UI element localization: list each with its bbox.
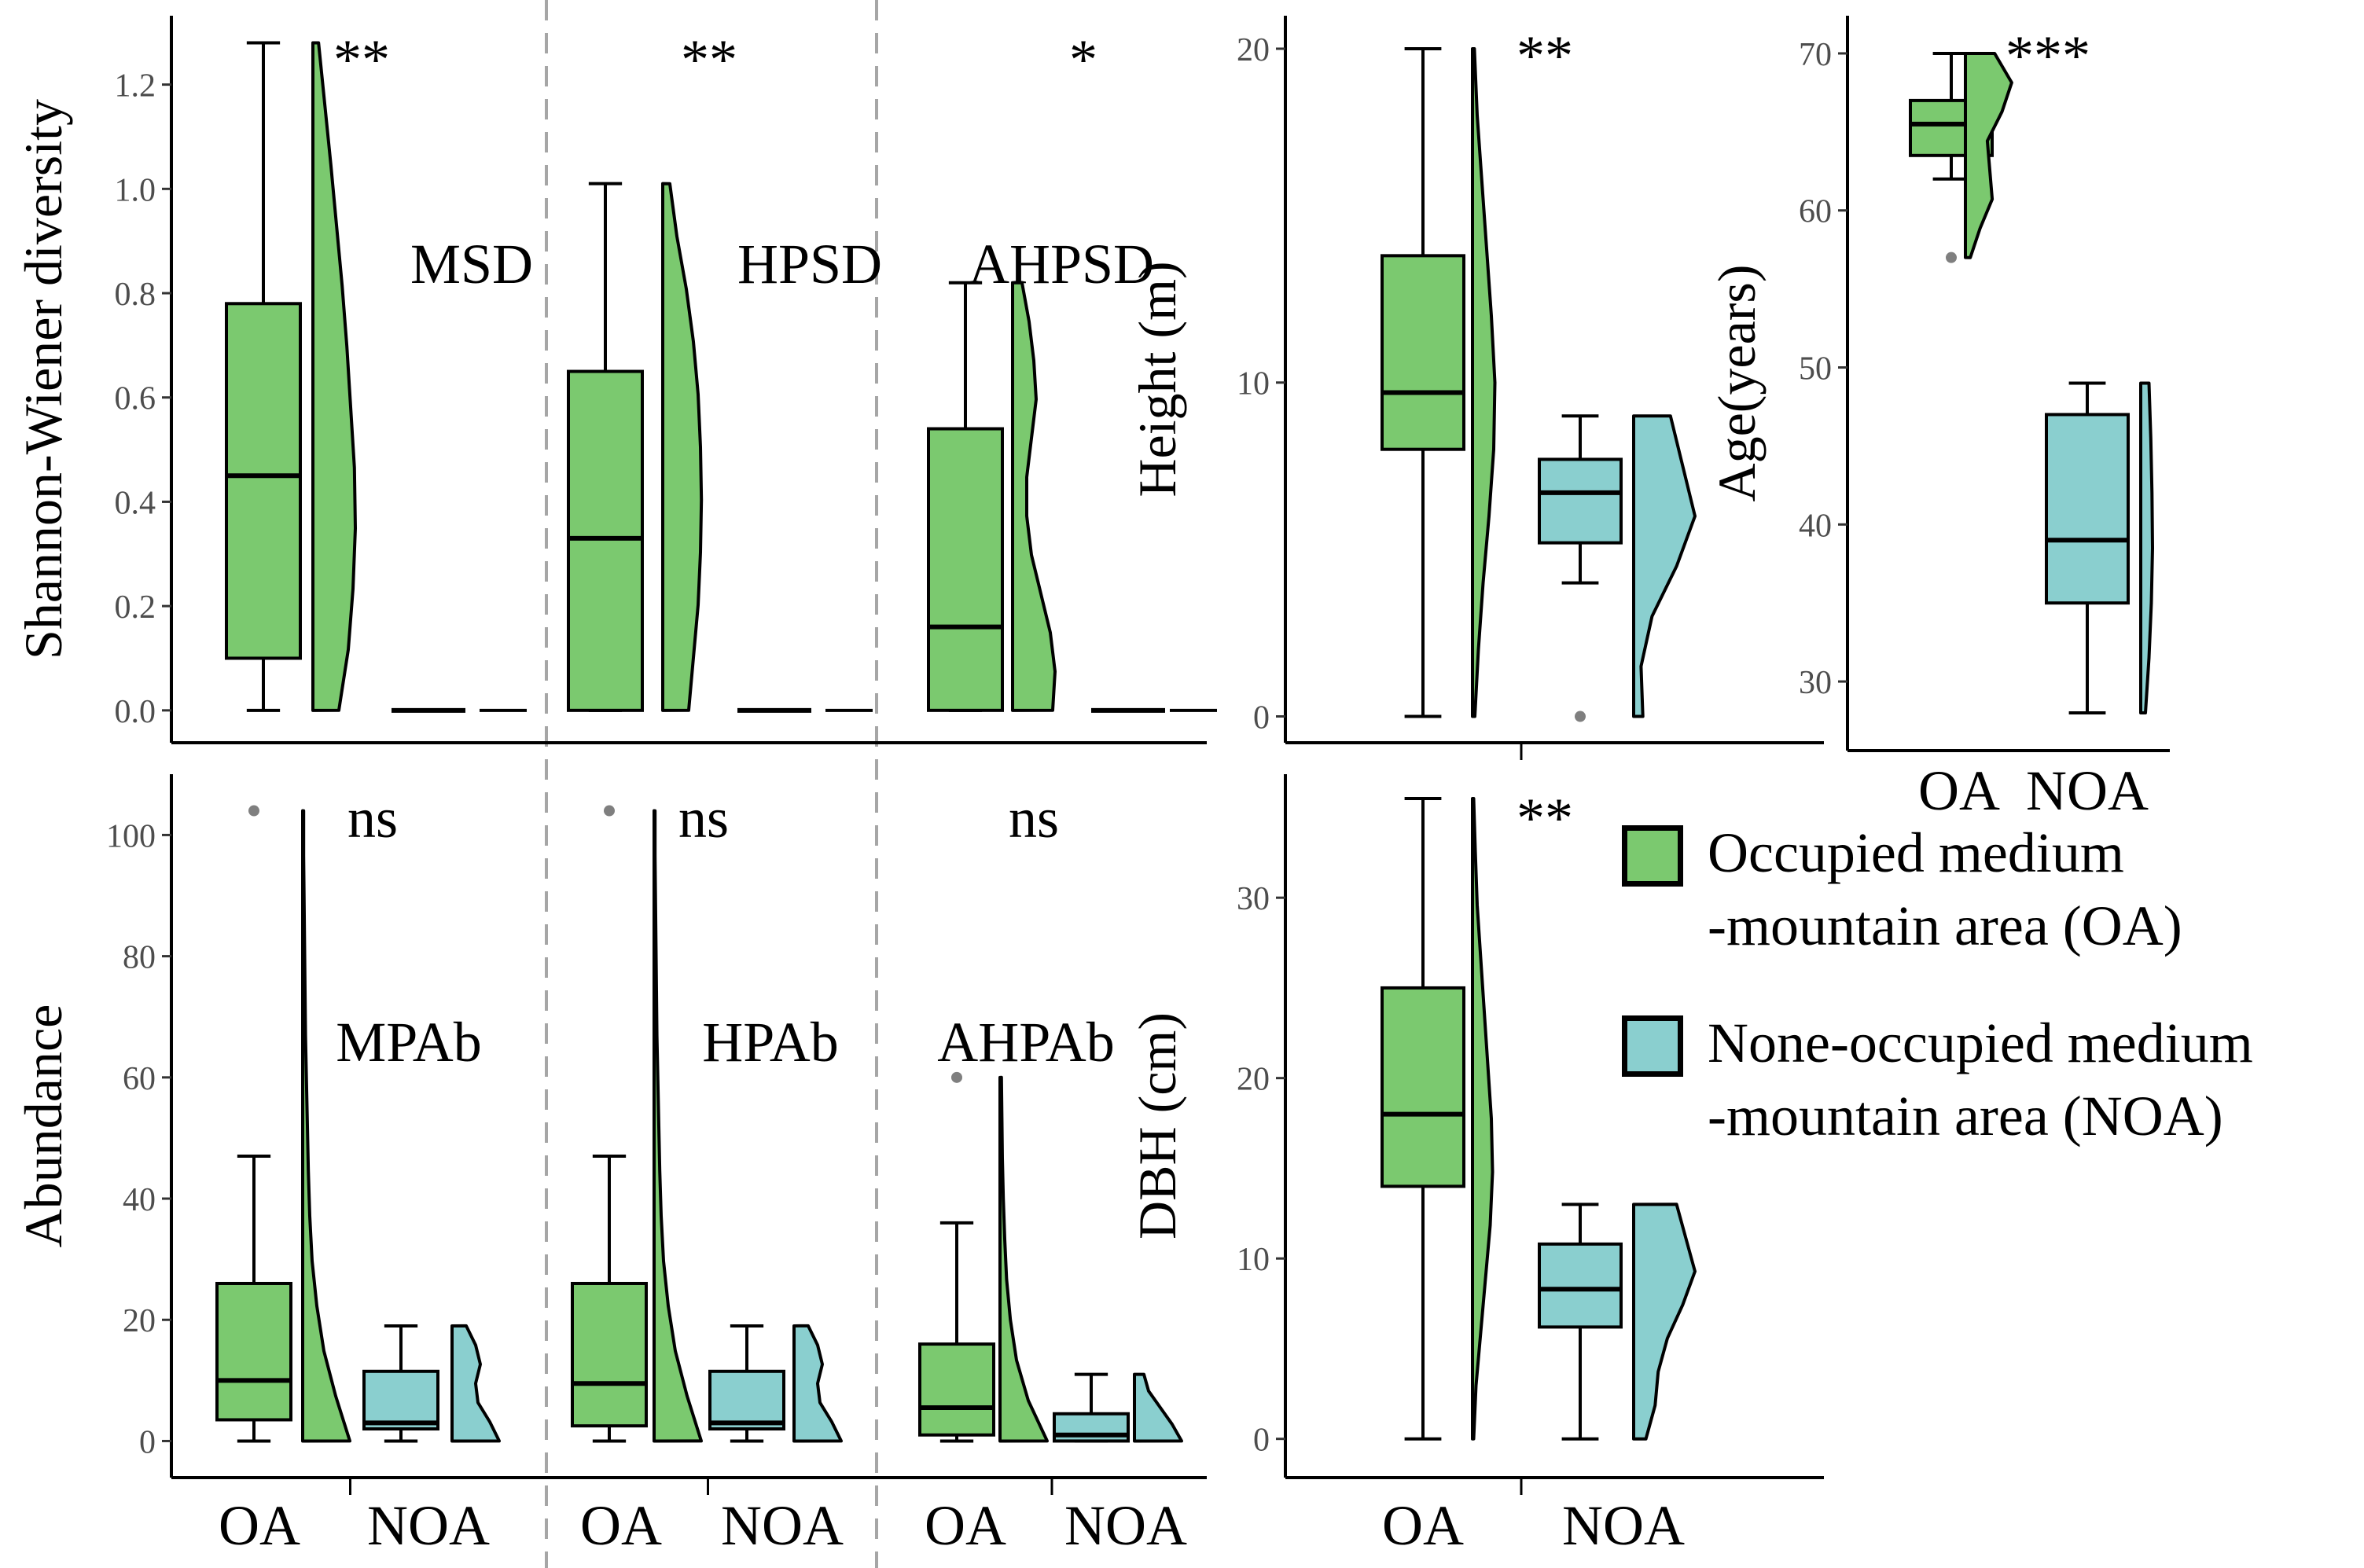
abundance-hpab-noa-violin xyxy=(792,1324,843,1443)
dbh-significance: ** xyxy=(1517,787,1573,850)
diversity-ylabel: Shannon-Wiener diversity xyxy=(13,99,73,659)
abundance-ahpab-label: AHPAb xyxy=(937,1011,1114,1074)
dbh-noa-violin xyxy=(1632,1203,1697,1441)
height-ylabel: Height (m) xyxy=(1127,261,1187,497)
abundance-xcat-oa: OA xyxy=(580,1494,662,1557)
legend-label-noa-line2: -mountain area (NOA) xyxy=(1708,1085,2223,1148)
dbh-oa-violin xyxy=(1471,796,1495,1441)
abundance-mpab-noa-box xyxy=(362,1369,439,1431)
age-ytick-label: 30 xyxy=(1799,665,1832,701)
abundance-ytick-label: 80 xyxy=(123,940,156,976)
abundance-mpab-significance: ns xyxy=(347,787,398,850)
abundance-mpab-label: MPAb xyxy=(336,1011,481,1074)
abundance-ytick-label: 60 xyxy=(123,1061,156,1097)
diversity-hpsd-significance: ** xyxy=(681,28,737,91)
abundance-ahpab-significance: ns xyxy=(1009,787,1059,850)
diversity-ytick-label: 0.6 xyxy=(115,381,156,417)
dbh-ylabel: DBH (cm) xyxy=(1127,1012,1187,1239)
legend-label-oa-line2: -mountain area (OA) xyxy=(1708,894,2182,957)
diversity-ytick-label: 1.2 xyxy=(115,68,156,105)
dbh-ytick-label: 20 xyxy=(1237,1062,1270,1098)
age-oa-outlier xyxy=(1946,252,1957,263)
abundance-ytick-label: 0 xyxy=(139,1424,156,1460)
dbh-xcat-noa: NOA xyxy=(1562,1494,1685,1557)
height-noa-outlier xyxy=(1575,711,1586,722)
legend-label-noa-line1: None-occupied medium xyxy=(1708,1012,2253,1074)
age-noa-box xyxy=(2045,413,2130,605)
age-ytick-label: 60 xyxy=(1799,194,1832,230)
diversity-ahpsd-label: AHPSD xyxy=(969,233,1154,296)
diversity-msd-significance: ** xyxy=(333,28,390,91)
abundance-ahpab-noa-violin xyxy=(1133,1372,1183,1443)
abundance-xcat-noa: NOA xyxy=(367,1494,490,1557)
diversity-ytick-label: 0.4 xyxy=(115,485,156,521)
abundance-ytick-label: 100 xyxy=(106,818,156,854)
dbh-xcat-oa: OA xyxy=(1382,1494,1464,1557)
age-ylabel: Age(years) xyxy=(1707,264,1767,501)
diversity-msd-oa-box xyxy=(225,302,302,660)
age-oa-violin xyxy=(1964,51,2013,259)
abundance-ahpab-oa-outlier xyxy=(951,1071,962,1083)
abundance-ylabel: Abundance xyxy=(13,1004,73,1248)
diversity-ahpsd-oa-violin xyxy=(1011,281,1057,712)
diversity-ytick-label: 1.0 xyxy=(115,172,156,208)
height-oa-violin xyxy=(1471,46,1497,718)
diversity-ytick-label: 0.8 xyxy=(115,277,156,313)
abundance-xcat-oa: OA xyxy=(219,1494,300,1557)
abundance-mpab-oa-box xyxy=(215,1281,292,1422)
abundance-ytick-label: 20 xyxy=(123,1303,156,1339)
age-xcat-noa: NOA xyxy=(2026,759,2149,822)
abundance-hpab-significance: ns xyxy=(678,787,729,850)
legend-container: Occupied medium -mountain area (OA) None… xyxy=(1620,817,2358,1179)
diversity-ytick-label: 0.2 xyxy=(115,589,156,626)
age-ytick-label: 70 xyxy=(1799,37,1832,73)
abundance-mpab-oa-outlier xyxy=(248,805,259,817)
legend-label-oa-line1: Occupied medium xyxy=(1708,821,2124,884)
abundance-hpab-oa-outlier xyxy=(604,805,615,817)
abundance-ahpab-oa-violin xyxy=(998,1075,1049,1443)
height-ytick-label: 0 xyxy=(1253,700,1270,736)
height-significance: ** xyxy=(1517,24,1573,87)
dbh-oa-box xyxy=(1381,986,1465,1188)
abundance-mpab-oa-violin xyxy=(301,809,351,1443)
height-ytick-label: 20 xyxy=(1237,32,1270,68)
dbh-ytick-label: 0 xyxy=(1253,1423,1270,1459)
height-oa-box xyxy=(1381,254,1465,451)
diversity-msd-label: MSD xyxy=(410,233,533,296)
abundance-hpab-oa-box xyxy=(571,1281,648,1428)
abundance-xcat-oa: OA xyxy=(925,1494,1006,1557)
abundance-xcat-noa: NOA xyxy=(1064,1494,1187,1557)
dbh-ytick-label: 30 xyxy=(1237,881,1270,917)
abundance-ahpab-oa-box xyxy=(918,1342,995,1437)
legend-key-oa xyxy=(1622,825,1683,887)
diversity-hpsd-oa-violin xyxy=(661,182,704,712)
diversity-ahpsd-significance: * xyxy=(1069,28,1097,91)
diversity-hpsd-label: HPSD xyxy=(737,233,882,296)
diversity-msd-oa-violin xyxy=(311,41,357,712)
diversity-ahpsd-oa-box xyxy=(927,427,1004,712)
abundance-xcat-noa: NOA xyxy=(721,1494,844,1557)
diversity-hpsd-oa-box xyxy=(567,369,644,712)
abundance-hpab-noa-box xyxy=(708,1369,785,1431)
legend-key-noa xyxy=(1622,1015,1683,1077)
height-ytick-label: 10 xyxy=(1237,366,1270,402)
dbh-ytick-label: 10 xyxy=(1237,1242,1270,1278)
age-xcat-oa: OA xyxy=(1918,759,2000,822)
age-ytick-label: 40 xyxy=(1799,508,1832,544)
age-significance: *** xyxy=(2006,24,2090,87)
abundance-ytick-label: 40 xyxy=(123,1182,156,1218)
height-noa-violin xyxy=(1632,414,1697,718)
age-noa-violin xyxy=(2139,381,2154,715)
abundance-hpab-oa-violin xyxy=(653,809,703,1443)
dbh-noa-box xyxy=(1538,1242,1623,1329)
height-noa-box xyxy=(1538,457,1623,545)
abundance-mpab-noa-violin xyxy=(450,1324,501,1443)
abundance-hpab-label: HPAb xyxy=(702,1011,838,1074)
diversity-ytick-label: 0.0 xyxy=(115,694,156,730)
age-ytick-label: 50 xyxy=(1799,351,1832,387)
